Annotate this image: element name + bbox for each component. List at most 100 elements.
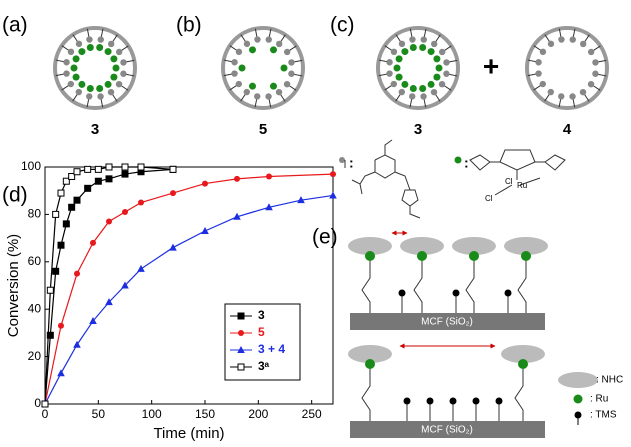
tms-group [570,36,576,42]
tms-group [439,49,445,55]
series-line [45,169,173,404]
ru-site [96,44,103,51]
data-point [266,173,272,179]
tms-group [580,41,586,47]
tms-group [236,81,242,87]
tms-group [443,71,449,77]
support-label: MCF (SiO₂) [421,425,473,436]
tms-group [592,59,598,65]
data-point [137,265,145,272]
tms-group [588,49,594,55]
tms-group [120,71,126,77]
tms [473,398,480,405]
data-point [42,401,48,407]
ru-site [419,85,426,92]
ru-site [428,81,435,88]
data-point [47,287,53,293]
ru [365,251,375,261]
tms-group [558,36,564,42]
tms-group [97,93,103,99]
ru-site [396,74,403,81]
tms-group [420,93,426,99]
data-point [122,164,128,170]
data-point [106,176,112,182]
data-point [170,190,176,196]
data-point [202,181,208,187]
legend-icon [558,372,598,388]
ru-site [401,48,408,55]
tms-group [391,81,397,87]
tms-group [558,93,564,99]
data-point [58,190,64,196]
y-axis-label: Conversion (%) [5,234,22,337]
data-point [74,169,80,175]
x-tick-label: 0 [42,407,49,421]
tms-group [284,81,290,87]
data-point [95,166,101,172]
data-point [95,178,101,184]
data-point [106,164,112,170]
legend-text: : Ru [590,394,608,405]
tether [515,364,523,421]
legend-marker [238,313,244,319]
tether [466,256,474,313]
tms-group [276,89,282,95]
tms-group [592,71,598,77]
pore [55,28,135,108]
ru-site [270,83,277,90]
tms-group [580,89,586,95]
data-point [138,200,144,206]
tms-group [386,70,392,76]
tms-group [63,59,69,65]
legend-label: 5 [258,325,265,339]
tms-group [284,49,290,55]
tether [362,256,370,313]
tms-group [431,89,437,95]
tether [362,364,370,421]
ru-site [73,55,80,62]
data-point [122,171,128,177]
data-point [90,240,96,246]
legend-marker [238,330,244,336]
tms-group [76,89,82,95]
x-tick-label: 50 [92,407,106,421]
ru-site [110,74,117,81]
ru-site [87,44,94,51]
data-point [234,176,240,182]
tms-group [244,41,250,47]
tms-group [588,81,594,87]
ru-site [105,81,112,88]
pore [378,28,458,108]
ru [365,359,375,369]
x-tick-label: 150 [195,407,215,421]
surface-diagram [350,233,545,438]
atom: Cl [505,177,513,186]
ru-site [249,83,256,90]
data-point [201,227,209,234]
ru [518,359,528,369]
tms-group [540,49,546,55]
data-point [329,191,337,198]
data-point [74,271,80,277]
legend-label: 3 + 4 [258,342,285,356]
ru-site [105,48,112,55]
tms-group [108,41,114,47]
x-tick-label: 250 [302,407,322,421]
ru [469,251,479,261]
data-point [169,244,177,251]
ru-site [71,65,78,72]
ru-site [401,81,408,88]
plus: + [483,50,499,81]
tms-group [443,59,449,65]
tms-group [548,89,554,95]
tms-group [86,36,92,42]
tms-group [116,81,122,87]
y-tick-label: 60 [28,254,42,268]
tms-group [439,81,445,87]
tms-group [421,36,427,42]
data-point [85,166,91,172]
ru-site [436,65,443,72]
tms-group [409,36,415,42]
tms [404,398,411,405]
